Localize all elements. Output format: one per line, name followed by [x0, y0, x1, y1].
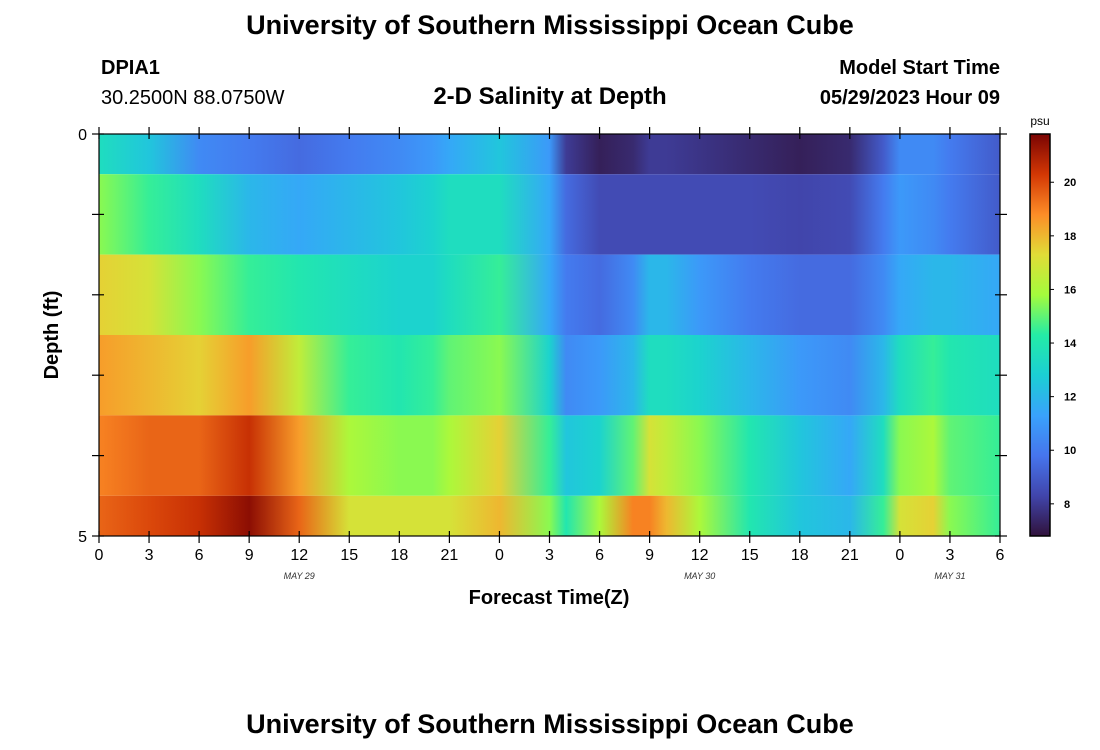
- x-tick-label: 12: [290, 547, 308, 564]
- depth-layer-3: [99, 335, 1000, 416]
- depth-layer-0: [99, 134, 1000, 175]
- depth-layer-5: [99, 495, 1000, 536]
- x-tick-label: 15: [741, 547, 759, 564]
- x-tick-label: 3: [145, 547, 154, 564]
- x-tick-label: 18: [390, 547, 408, 564]
- depth-layer-2: [99, 254, 1000, 335]
- station-coordinates: 30.2500N 88.0750W: [101, 87, 285, 109]
- x-tick-label: 21: [440, 547, 458, 564]
- colorbar-tick-label: 12: [1064, 392, 1076, 404]
- x-tick-label: 0: [895, 547, 904, 564]
- page-title-repeat: University of Southern Mississippi Ocean…: [246, 709, 854, 739]
- x-tick-label: 9: [245, 547, 254, 564]
- y-tick-label: 0: [78, 127, 87, 144]
- x-tick-label: 3: [545, 547, 554, 564]
- salinity-heatmap-chart: 0 3 6 9 12 15 18 21 0 3 6 9 12 15 18 21 0 3 6 05 MAY 29 MAY…: [41, 114, 1077, 609]
- model-start-label: Model Start Time: [839, 57, 1000, 79]
- colorbar-tick-label: 16: [1064, 284, 1076, 296]
- colorbar-unit: psu: [1030, 114, 1049, 128]
- x-tick-label: 15: [340, 547, 358, 564]
- page-title: University of Southern Mississippi Ocean…: [246, 10, 854, 40]
- date-label: MAY 29: [284, 571, 315, 581]
- x-tick-label: 12: [691, 547, 709, 564]
- date-label: MAY 30: [684, 571, 715, 581]
- x-axis-label: Forecast Time(Z): [469, 587, 630, 609]
- x-tick-label: 6: [595, 547, 604, 564]
- date-label: MAY 31: [934, 571, 965, 581]
- colorbar-tick-label: 8: [1064, 499, 1070, 511]
- colorbar-tick-label: 14: [1064, 338, 1077, 350]
- y-axis-label: Depth (ft): [41, 291, 63, 380]
- x-tick-label: 18: [791, 547, 809, 564]
- x-tick-label: 3: [945, 547, 954, 564]
- x-tick-label: 6: [195, 547, 204, 564]
- x-tick-label: 21: [841, 547, 859, 564]
- colorbar-tick-label: 20: [1064, 177, 1076, 189]
- y-tick-label: 5: [78, 529, 87, 546]
- colorbar: [1029, 133, 1051, 537]
- model-start-value: 05/29/2023 Hour 09: [819, 87, 1000, 109]
- depth-layer-1: [99, 174, 1000, 255]
- x-tick-label: 0: [495, 547, 504, 564]
- depth-layer-4: [99, 415, 1000, 496]
- colorbar-tick-label: 18: [1064, 231, 1076, 243]
- x-tick-label: 0: [95, 547, 104, 564]
- x-tick-label: 9: [645, 547, 654, 564]
- chart-title: 2-D Salinity at Depth: [433, 83, 667, 110]
- station-id: DPIA1: [101, 57, 160, 79]
- x-tick-label: 6: [996, 547, 1005, 564]
- colorbar-tick-label: 10: [1064, 445, 1076, 457]
